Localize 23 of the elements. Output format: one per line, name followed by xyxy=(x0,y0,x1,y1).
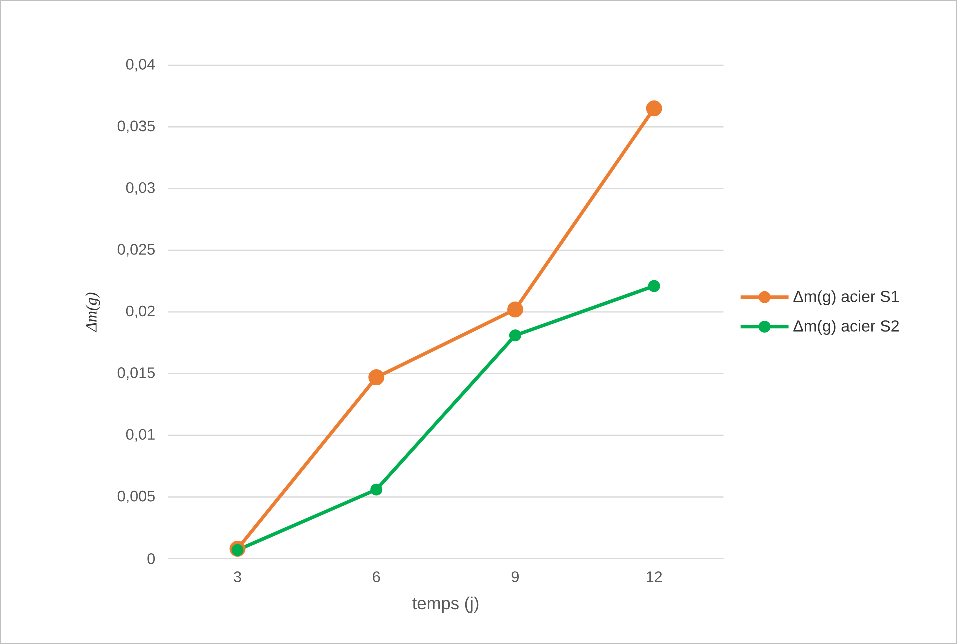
point xyxy=(507,302,524,318)
point xyxy=(370,484,383,496)
point xyxy=(509,329,522,342)
y-tick-label: 0,005 xyxy=(118,490,155,504)
y-tick-label: 0,04 xyxy=(126,58,156,72)
point xyxy=(368,369,385,386)
y-tick-label: 0 xyxy=(148,553,156,564)
y-axis-title: Δm(g) xyxy=(86,292,100,332)
x-tick-label: 12 xyxy=(646,571,662,582)
point xyxy=(646,100,662,116)
x-tick-label: 3 xyxy=(234,571,242,582)
x-tick-label: 9 xyxy=(512,571,519,582)
y-tick-label: 0,03 xyxy=(126,182,155,195)
x-axis-title: temps (j) xyxy=(412,596,479,613)
y-tick-label: 0,035 xyxy=(118,120,155,134)
y-tick-label: 0,025 xyxy=(118,244,155,257)
x-tick-label: 6 xyxy=(373,571,380,582)
legend-label: Δm(g) acier S2 xyxy=(794,320,899,335)
legend-label: Δm(g) acier S1 xyxy=(794,290,899,306)
y-tick-label: 0,015 xyxy=(118,367,155,380)
point xyxy=(648,280,660,292)
y-tick-label: 0,02 xyxy=(126,306,155,318)
y-tick-label: 0,01 xyxy=(126,429,155,442)
